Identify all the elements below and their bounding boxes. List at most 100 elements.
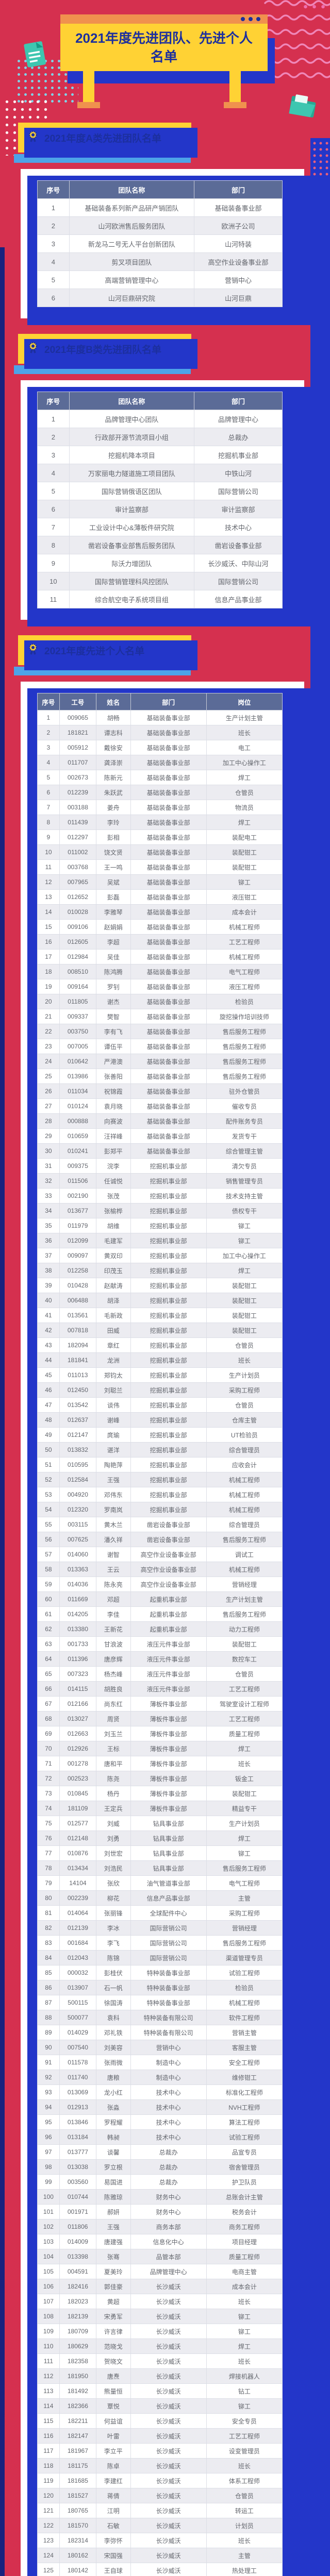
right-frame-band bbox=[310, 138, 330, 2576]
table-cell: 印茂玉 bbox=[96, 1263, 131, 1278]
table-cell: 012166 bbox=[59, 1696, 97, 1711]
table-cell: 182211 bbox=[59, 2413, 97, 2429]
table-row: 93 013069 龙小红 技术中心 标准化工程师 bbox=[37, 2084, 283, 2100]
section-heading: 2021年度先进个人名单 bbox=[44, 646, 145, 657]
table-cell: 胡畅 bbox=[96, 710, 131, 725]
table-cell: 蒋倩 bbox=[96, 2488, 131, 2503]
table-row: 18 008510 陈鸿腾 基础装备事业部 电气工程师 bbox=[37, 964, 283, 979]
table-cell: 009106 bbox=[59, 919, 97, 935]
table-cell: 挖掘机事业部 bbox=[130, 1502, 207, 1517]
table-cell: 基础装备事业部 bbox=[130, 829, 207, 845]
table-cell: 80 bbox=[37, 1890, 60, 1906]
medal-icon bbox=[26, 341, 40, 357]
table-row: 62 013380 王新花 起重机事业部 动力工程师 bbox=[37, 1621, 283, 1637]
table-cell: 012984 bbox=[59, 949, 97, 964]
table-cell: 38 bbox=[37, 1263, 60, 1278]
table-cell: 凿岩设备事业部 bbox=[130, 1532, 207, 1547]
table-cell: 基础装备事业部 bbox=[130, 1039, 207, 1054]
table-row: 78 013434 刘浩民 钻具事业部 售后服务工程师 bbox=[37, 1860, 283, 1876]
table-cell: 黄超 bbox=[96, 2294, 131, 2309]
table-cell: 181492 bbox=[59, 2383, 97, 2399]
table-cell: 渠道管理专员 bbox=[206, 1950, 283, 1965]
table-row: 70 012926 王标 薄板件事业部 焊工 bbox=[37, 1741, 283, 1756]
table-header-row: 序号 团队名称 部门 bbox=[37, 180, 283, 199]
table-cell: 基础装备事业部 bbox=[130, 1098, 207, 1114]
table-row: 43 182094 章红 挖掘机事业部 仓管员 bbox=[37, 1337, 283, 1353]
table-cell: 013027 bbox=[59, 1711, 97, 1726]
table-cell: 浣李 bbox=[96, 1158, 131, 1174]
table-cell: 118 bbox=[37, 2458, 60, 2473]
table-cell: 22 bbox=[37, 1024, 60, 1039]
table-cell: 物流员 bbox=[206, 800, 283, 815]
table-cell: 欧洲子公司 bbox=[194, 216, 283, 235]
table-cell: 182358 bbox=[59, 2353, 97, 2369]
table-cell: 182147 bbox=[59, 2428, 97, 2444]
table-cell: 18 bbox=[37, 964, 60, 979]
table-cell: 吴斌 bbox=[96, 874, 131, 890]
table-cell: 长沙威沃 bbox=[130, 2488, 207, 2503]
table-cell: 试验工程师 bbox=[206, 2129, 283, 2145]
table-cell: 24 bbox=[37, 1054, 60, 1069]
table-cell: 吴佳 bbox=[96, 949, 131, 964]
table-cell: 110 bbox=[37, 2338, 60, 2354]
table-cell: 119 bbox=[37, 2473, 60, 2488]
table-cell: 70 bbox=[37, 1741, 60, 1756]
table-cell: 19 bbox=[37, 979, 60, 994]
table-row: 3 005912 戴徐安 基础装备事业部 电工 bbox=[37, 740, 283, 755]
table-cell: 班长 bbox=[206, 2353, 283, 2369]
table-row: 20 011805 谢杰 基础装备事业部 检验员 bbox=[37, 994, 283, 1009]
table-cell: 成本会计 bbox=[206, 904, 283, 920]
table-cell: 54 bbox=[37, 1502, 60, 1517]
table-cell: 60 bbox=[37, 1591, 60, 1607]
table-cell: 财务中心 bbox=[130, 2204, 207, 2219]
table-cell: 挖掘机事业部 bbox=[130, 1352, 207, 1368]
table-cell: 014060 bbox=[59, 1547, 97, 1562]
table-cell: 181175 bbox=[59, 2458, 97, 2473]
table-cell: 陈尧 bbox=[96, 1771, 131, 1786]
table-cell: 64 bbox=[37, 1651, 60, 1667]
table-cell: 35 bbox=[37, 1218, 60, 1233]
table-row: 68 013027 周贤 薄板件事业部 工艺工程师 bbox=[37, 1711, 283, 1726]
table-row: 10 011002 饶文贤 基础装备事业部 装配钳工 bbox=[37, 844, 283, 860]
table-cell: 001278 bbox=[59, 1756, 97, 1771]
table-cell: 85 bbox=[37, 1965, 60, 1980]
table-row: 122 181570 石敏 长沙威沃 计划员 bbox=[37, 2518, 283, 2533]
table-cell: 刘威 bbox=[96, 1816, 131, 1831]
table-cell: 180765 bbox=[59, 2503, 97, 2518]
table-cell: 基础装备事业部 bbox=[130, 964, 207, 979]
table-cell: 高空作业设备事业部 bbox=[194, 252, 283, 271]
table-cell: 20 bbox=[37, 994, 60, 1009]
table-row: 66 014115 胡胜良 液压元件事业部 工艺工程师 bbox=[37, 1681, 283, 1697]
table-cell: 63 bbox=[37, 1636, 60, 1652]
board-foot bbox=[224, 102, 246, 108]
table-cell: 012099 bbox=[59, 1233, 97, 1248]
table-cell: 2 bbox=[37, 725, 60, 740]
table-cell: 起重机事业部 bbox=[130, 1591, 207, 1607]
table-row: 125 180142 王自球 长沙威沃 热处理工 bbox=[37, 2563, 283, 2576]
table-cell: 郑钧太 bbox=[96, 1367, 131, 1383]
table-cell: 21 bbox=[37, 1009, 60, 1024]
table-row: 76 012148 刘勇 钻具事业部 焊工 bbox=[37, 1831, 283, 1846]
table-cell: 主管 bbox=[206, 2548, 283, 2563]
table-cell: 液压元件事业部 bbox=[130, 1681, 207, 1697]
table-cell: 彭郑平 bbox=[96, 1143, 131, 1159]
table-cell: 陶艳萍 bbox=[96, 1457, 131, 1472]
table-row: 104 013398 张骞 品管本部 质量工程师 bbox=[37, 2249, 283, 2264]
table-cell: 基础装备事业部 bbox=[130, 1009, 207, 1024]
table-cell: 钻具事业部 bbox=[130, 1860, 207, 1876]
table-cell: 挖掘机事业部 bbox=[130, 1203, 207, 1218]
table-cell: 总账会计主管 bbox=[206, 2189, 283, 2205]
table-cell: 潘久祥 bbox=[96, 1532, 131, 1547]
table-cell: 胡维 bbox=[96, 1218, 131, 1233]
table-cell: 61 bbox=[37, 1606, 60, 1622]
table-cell: 120 bbox=[37, 2488, 60, 2503]
table-cell: 010428 bbox=[59, 1278, 97, 1293]
table-cell: 009375 bbox=[59, 1158, 97, 1174]
table-cell: 李玲 bbox=[96, 815, 131, 830]
table-row: 116 182147 叶雷 长沙威沃 工艺工程师 bbox=[37, 2428, 283, 2444]
table-cell: 34 bbox=[37, 1203, 60, 1218]
table-cell: 薄板件事业部 bbox=[130, 1741, 207, 1756]
table-cell: 基础装备事业部 bbox=[130, 785, 207, 800]
table-row: 52 012584 王强 挖掘机事业部 机械工程师 bbox=[37, 1472, 283, 1487]
table-cell: 105 bbox=[37, 2264, 60, 2279]
